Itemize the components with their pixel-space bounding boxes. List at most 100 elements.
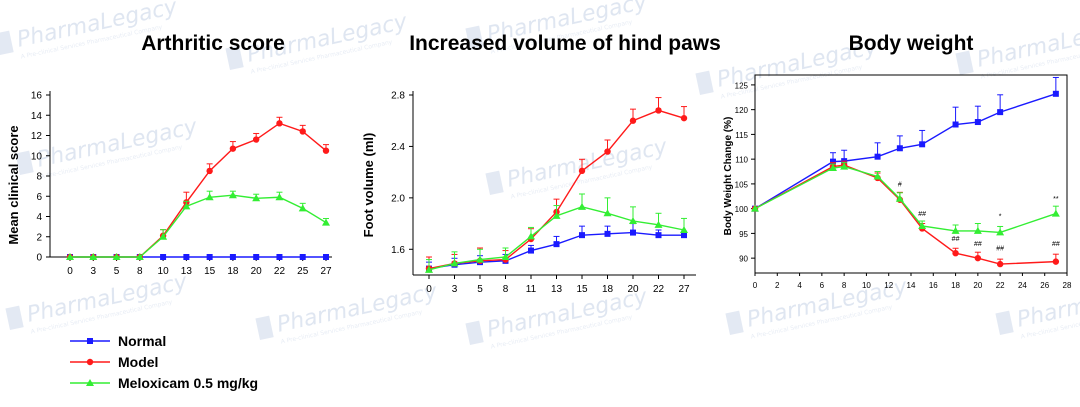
series-line	[70, 194, 327, 258]
data-point	[182, 202, 191, 210]
y-tick-label: 4	[36, 212, 42, 223]
data-point	[974, 254, 982, 262]
y-tick-label: 105	[735, 180, 749, 189]
legend-item: Meloxicam 0.5 mg/kg	[70, 375, 258, 391]
y-tick-label: 1.6	[391, 245, 405, 256]
data-point	[159, 232, 168, 240]
watermark-logo-icon	[995, 310, 1014, 335]
data-point	[579, 232, 585, 239]
x-tick-label: 0	[67, 266, 73, 277]
chart-title: Body weight	[849, 32, 974, 55]
data-point	[298, 204, 307, 212]
y-tick-label: 14	[31, 111, 43, 122]
x-tick-label: 10	[158, 266, 170, 277]
data-point	[1052, 258, 1060, 265]
legend-label: Normal	[118, 333, 166, 349]
data-point	[952, 250, 959, 257]
y-tick-label: 2.8	[391, 91, 405, 102]
x-tick-label: 22	[996, 281, 1005, 290]
y-tick-label: 2	[36, 232, 42, 243]
chart-title: Increased volume of hind paws	[409, 32, 721, 55]
y-tick-label: 95	[739, 230, 748, 239]
data-point	[604, 230, 611, 237]
y-axis-label: Mean clinical score	[6, 125, 21, 244]
watermark-logo-icon	[15, 150, 34, 175]
series-meloxicam-0-5-mg-kg	[425, 193, 688, 273]
data-point	[829, 164, 837, 172]
series-model	[751, 160, 1060, 268]
series-line	[754, 93, 1057, 210]
x-tick-label: 26	[1040, 281, 1049, 290]
data-point	[629, 117, 637, 124]
data-point	[299, 128, 306, 135]
x-tick-label: 20	[251, 266, 263, 277]
x-tick-label: 0	[753, 281, 758, 290]
legend-marker	[86, 358, 94, 366]
x-tick-label: 5	[114, 266, 120, 277]
x-tick-label: 20	[973, 281, 982, 290]
data-point	[89, 253, 98, 260]
y-tick-label: 125	[735, 81, 749, 90]
data-point	[206, 167, 213, 175]
x-tick-label: 12	[884, 281, 893, 290]
x-tick-label: 15	[576, 284, 588, 295]
data-point	[183, 254, 190, 260]
data-point	[276, 254, 283, 260]
x-tick-label: 16	[929, 281, 938, 290]
data-point	[655, 107, 662, 114]
significance-mark: ##	[974, 241, 982, 248]
significance-mark: ##	[952, 236, 960, 243]
x-tick-label: 8	[137, 266, 143, 277]
data-point	[553, 241, 560, 248]
y-tick-label: 100	[735, 205, 749, 214]
data-point	[276, 120, 283, 127]
data-point	[322, 147, 330, 154]
legend-marker	[86, 379, 94, 386]
y-axis-label: Foot volume (ml)	[361, 133, 376, 238]
data-point	[323, 254, 329, 260]
x-tick-label: 24	[1018, 281, 1027, 290]
x-tick-label: 6	[820, 281, 825, 290]
watermark-logo-icon	[725, 310, 744, 335]
data-point	[205, 193, 214, 201]
series-line	[754, 164, 1056, 265]
data-point	[874, 153, 881, 160]
y-tick-label: 120	[735, 106, 749, 115]
x-tick-label: 13	[181, 266, 193, 277]
data-point	[578, 167, 586, 175]
x-tick-label: 3	[452, 284, 458, 295]
series-line	[754, 165, 1057, 234]
x-tick-label: 11	[526, 284, 537, 295]
x-tick-label: 20	[627, 284, 639, 295]
legend-item: Normal	[70, 333, 166, 349]
x-tick-label: 14	[907, 281, 916, 290]
data-point	[996, 260, 1004, 268]
data-point	[680, 226, 688, 233]
watermark-logo-icon	[485, 170, 504, 195]
data-point	[552, 211, 561, 219]
watermark-logo-icon	[465, 25, 484, 50]
data-point	[830, 158, 836, 165]
significance-mark: ##	[1052, 241, 1060, 248]
y-tick-label: 2.0	[391, 193, 405, 204]
data-point	[299, 254, 306, 260]
data-point	[160, 254, 167, 260]
y-tick-label: 12	[31, 131, 43, 142]
data-point	[1051, 209, 1060, 217]
x-tick-label: 25	[297, 266, 309, 277]
legend-item: Model	[70, 354, 158, 370]
legend: Normal Model Meloxicam 0.5 mg/kg	[70, 333, 258, 391]
data-point	[527, 232, 535, 240]
y-tick-label: 90	[739, 255, 748, 264]
data-point	[681, 232, 687, 239]
y-tick-label: 6	[36, 192, 42, 203]
x-tick-label: 18	[227, 266, 239, 277]
data-point	[501, 253, 510, 260]
x-tick-label: 18	[951, 281, 960, 290]
